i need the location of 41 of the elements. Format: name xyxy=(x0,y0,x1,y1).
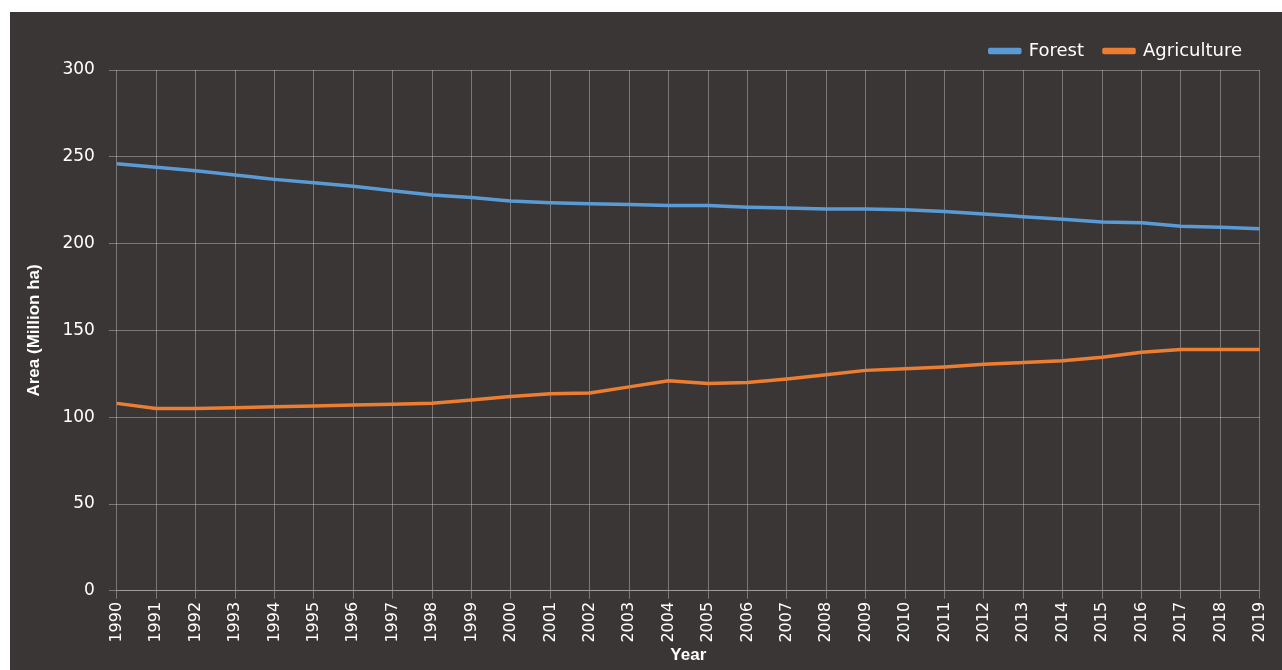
x-tick-label: 1994 xyxy=(263,601,283,643)
x-tick-label: 2011 xyxy=(933,601,953,643)
x-tick-label: 1998 xyxy=(421,601,441,643)
y-tick-label: 100 xyxy=(62,405,95,426)
y-tick-label: 50 xyxy=(73,492,95,513)
x-tick-label: 2003 xyxy=(618,601,638,643)
x-tick-label: 2005 xyxy=(697,601,717,643)
x-tick-label: 2000 xyxy=(500,601,520,643)
x-tick-label: 1993 xyxy=(224,601,244,643)
x-tick-label: 1997 xyxy=(381,601,401,643)
x-tick-label: 2001 xyxy=(539,601,559,643)
x-tick-label: 2013 xyxy=(1012,601,1032,643)
x-tick-label: 2008 xyxy=(815,601,835,643)
x-tick-label: 2002 xyxy=(578,601,598,643)
x-tick-label: 2009 xyxy=(854,601,874,643)
x-tick-label: 1990 xyxy=(106,601,125,643)
x-tick-label: 2016 xyxy=(1130,601,1150,643)
x-tick-label: 1992 xyxy=(184,601,204,643)
x-tick-label: 1999 xyxy=(460,601,480,643)
x-tick-label: 2018 xyxy=(1209,601,1229,643)
x-tick-label: 1996 xyxy=(342,601,362,643)
x-tick-label: 2010 xyxy=(894,601,914,643)
x-axis-title: Year xyxy=(670,645,707,665)
x-tick-label: 1995 xyxy=(303,601,323,643)
x-tick-label: 2006 xyxy=(736,601,756,643)
y-tick-label: 300 xyxy=(62,58,95,79)
x-tick-label: 2014 xyxy=(1051,601,1071,643)
x-tick-label: 1991 xyxy=(145,601,165,643)
y-tick-label: 150 xyxy=(62,318,95,339)
x-tick-label: 2004 xyxy=(657,601,677,643)
y-axis-title: Area (Million ha) xyxy=(23,264,43,397)
x-tick-label: 2015 xyxy=(1091,601,1111,643)
y-tick-label: 250 xyxy=(62,145,95,166)
x-tick-label: 2012 xyxy=(973,601,993,643)
y-tick-label: 0 xyxy=(84,579,95,600)
y-tick-label: 200 xyxy=(62,232,95,253)
x-tick-label: 2019 xyxy=(1248,601,1268,643)
x-tick-label: 2017 xyxy=(1170,601,1190,643)
legend-label: Agriculture xyxy=(1143,38,1243,60)
legend-label: Forest xyxy=(1028,38,1085,60)
x-tick-label: 2007 xyxy=(776,601,796,643)
